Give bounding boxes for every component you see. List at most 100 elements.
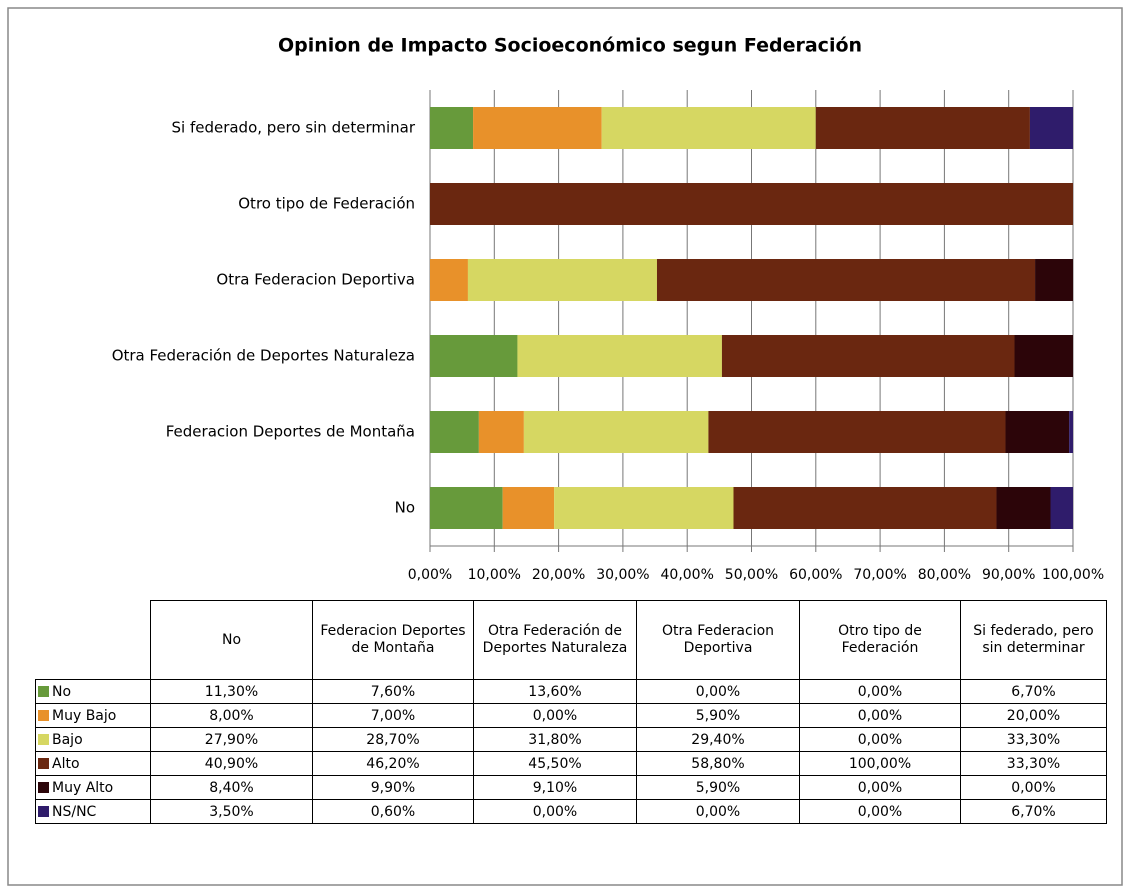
table-cell: 6,70% [960,799,1107,824]
table-cell: 40,90% [150,751,313,776]
table-cell: 100,00% [799,751,961,776]
bar-segment [430,259,468,301]
table-row: Bajo 27,90% 28,70% 31,80% 29,40% 0,00% 33,30% [35,727,1107,752]
x-tick-label: 90,00% [982,567,1035,583]
table-header-row: No Federacion Deportes de Montaña Otra Fed… [35,600,1107,680]
x-tick-label: 50,00% [725,567,778,583]
legend-entry: NS/NC [35,799,151,824]
bar-segment [523,411,709,453]
table-cell: 45,50% [473,751,637,776]
bar-segment [1035,259,1073,301]
table-cell: 13,60% [473,679,637,704]
table-cell: 0,00% [636,799,800,824]
table-cell: 31,80% [473,727,637,752]
bar-segment [815,107,1030,149]
table-cell: 0,00% [636,679,800,704]
table-header: No [150,600,313,680]
legend-entry: Bajo [35,727,151,752]
table-cell: 0,00% [473,703,637,728]
bar-segment [430,183,1073,225]
table-cell: 8,40% [150,775,313,800]
legend-swatch [38,757,49,769]
legend-entry: Alto [35,751,151,776]
chart-title: Opinion de Impacto Socioeconómico segun … [278,35,862,57]
bar-segment [996,487,1051,529]
x-tick-label: 30,00% [596,567,649,583]
legend-entry: Muy Alto [35,775,151,800]
bar-segment [1069,411,1073,453]
legend-label: Bajo [52,731,83,748]
x-tick-label: 20,00% [532,567,585,583]
table-header: Si federado, pero sin determinar [960,600,1107,680]
legend-swatch [38,685,49,697]
table-row: No 11,30% 7,60% 13,60% 0,00% 0,00% 6,70% [35,679,1107,704]
table-cell: 9,10% [473,775,637,800]
table-cell: 29,40% [636,727,800,752]
y-tick-label: Otra Federación de Deportes Naturaleza [112,347,415,365]
x-tick-label: 40,00% [661,567,714,583]
table-row: NS/NC 3,50% 0,60% 0,00% 0,00% 0,00% 6,70% [35,799,1107,824]
table-cell: 46,20% [312,751,474,776]
bar-segment [656,259,1036,301]
bar-segment [430,335,518,377]
legend-label: No [52,683,72,700]
table-cell: 0,00% [799,799,961,824]
legend-swatch [38,805,49,817]
table-cell: 5,90% [636,703,800,728]
legend-label: Muy Alto [52,779,114,796]
table-cell: 33,30% [960,751,1107,776]
bar-segment [517,335,722,377]
table-cell: 33,30% [960,727,1107,752]
bar-segment [430,107,474,149]
x-tick-label: 80,00% [918,567,971,583]
table-header: Otro tipo de Federación [799,600,961,680]
y-tick-label: Otra Federacion Deportiva [216,271,415,289]
legend-swatch [38,733,49,745]
table-cell: 8,00% [150,703,313,728]
table-cell: 27,90% [150,727,313,752]
legend-label: Muy Bajo [52,707,117,724]
table-cell: 3,50% [150,799,313,824]
legend-entry: No [35,679,151,704]
data-table: No Federacion Deportes de Montaña Otra Fed… [35,600,1107,824]
legend-swatch [38,781,49,793]
table-cell: 11,30% [150,679,313,704]
table-cell: 7,00% [312,703,474,728]
table-corner [35,600,151,680]
table-cell: 0,00% [799,703,961,728]
x-tick-label: 70,00% [853,567,906,583]
bar-segment [473,107,602,149]
legend-swatch [38,709,49,721]
table-row: Muy Alto 8,40% 9,90% 9,10% 5,90% 0,00% 0,00% [35,775,1107,800]
bar-segment [502,487,555,529]
chart-border [7,7,1123,886]
legend-label: NS/NC [52,803,97,820]
bar-segment [1029,107,1073,149]
table-row: Alto 40,90% 46,20% 45,50% 58,80% 100,00% 33,30… [35,751,1107,776]
x-tick-label: 10,00% [468,567,521,583]
table-cell: 0,60% [312,799,474,824]
table-cell: 0,00% [799,775,961,800]
table-cell: 9,90% [312,775,474,800]
x-tick-label: 0,00% [408,567,452,583]
table-cell: 0,00% [799,727,961,752]
table-header: Otra Federación de Deportes Naturaleza [473,600,637,680]
table-cell: 20,00% [960,703,1107,728]
bar-segment [733,487,997,529]
table-cell: 5,90% [636,775,800,800]
bar-segment [554,487,734,529]
bar-segment [467,259,657,301]
table-cell: 7,60% [312,679,474,704]
bar-segment [1050,487,1073,529]
table-cell: 28,70% [312,727,474,752]
legend-entry: Muy Bajo [35,703,151,728]
bar-segment [430,411,479,453]
bar-segment [478,411,524,453]
y-tick-label: Si federado, pero sin determinar [171,119,415,137]
bar-segment [721,335,1015,377]
y-tick-label: Federacion Deportes de Montaña [166,423,415,441]
bar-segment [1005,411,1070,453]
bar-segment [601,107,816,149]
